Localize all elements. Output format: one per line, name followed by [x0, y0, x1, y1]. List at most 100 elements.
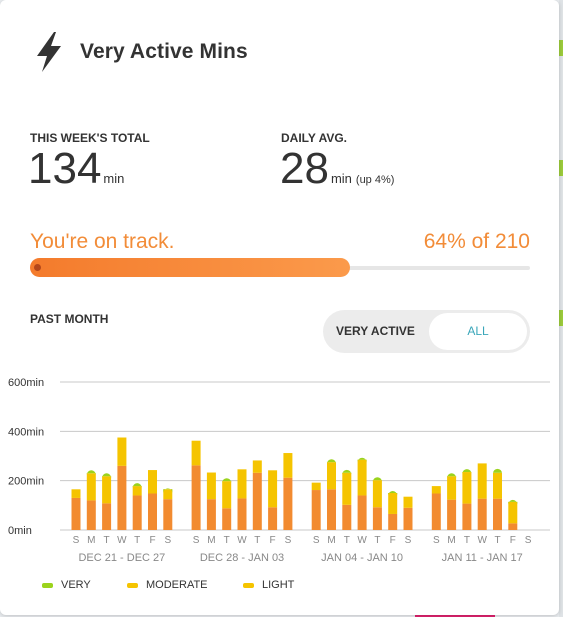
legend-swatch-very	[42, 582, 53, 588]
week-range-label: JAN 04 - JAN 10	[321, 552, 403, 564]
bar-segment-moderate	[252, 460, 262, 473]
day-tick-label: T	[344, 535, 350, 546]
past-month-label: PAST MONTH	[30, 312, 109, 326]
day-tick-label: S	[525, 535, 532, 546]
week-total-unit: min	[103, 171, 125, 186]
bar-segment-very	[86, 470, 96, 475]
bar-segment-moderate	[283, 453, 293, 478]
daily-avg-change: (up 4%)	[355, 174, 395, 186]
bar-segment-light	[342, 504, 352, 530]
bar-segment-moderate	[342, 472, 352, 505]
background-accent-mark	[559, 160, 563, 176]
bar-segment-moderate	[268, 470, 278, 508]
day-tick-label: S	[433, 535, 440, 546]
bar-segment-light	[311, 490, 321, 530]
bar-segment-moderate	[477, 463, 487, 499]
day-tick-label: W	[357, 535, 367, 546]
bar-segment-light	[132, 495, 142, 530]
day-tick-label: S	[164, 535, 171, 546]
week-total-value: 134 min	[28, 145, 124, 203]
bar-segment-light	[71, 497, 81, 530]
card-title: Very Active Mins	[80, 40, 248, 63]
bar-segment-very	[508, 499, 518, 505]
daily-avg-number: 28	[280, 144, 329, 193]
bar-segment-light	[477, 498, 487, 530]
bar-segment-light	[252, 472, 262, 530]
legend-item-light: LIGHT	[243, 579, 294, 591]
bar-segment-moderate	[493, 472, 502, 499]
bar-segment-light	[462, 503, 472, 530]
bar-segment-light	[357, 495, 367, 530]
daily-avg-value: 28 min (up 4%)	[280, 145, 394, 204]
legend-label-moderate: MODERATE	[146, 579, 208, 591]
toggle-very-active[interactable]: VERY ACTIVE	[336, 324, 415, 338]
bar-segment-light	[163, 499, 173, 530]
legend-swatch-light	[243, 582, 254, 588]
activity-filter-toggle[interactable]: VERY ACTIVE ALL	[323, 310, 530, 353]
bar-segment-moderate	[206, 472, 216, 500]
y-tick-label: 0min	[8, 525, 32, 537]
bar-segment-moderate	[132, 486, 142, 496]
day-tick-label: T	[374, 535, 380, 546]
bar-segment-moderate	[372, 480, 382, 508]
bar-segment-light	[283, 477, 293, 530]
bar-segment-moderate	[71, 489, 81, 498]
day-tick-label: M	[447, 535, 455, 546]
y-tick-label: 200min	[8, 476, 44, 488]
bar-segment-very	[462, 469, 472, 474]
progress-fill	[30, 258, 350, 277]
day-tick-label: F	[390, 535, 396, 546]
bar-segment-light	[117, 465, 127, 530]
day-tick-label: S	[73, 535, 80, 546]
bar-segment-very	[163, 488, 173, 493]
bar-segment-light	[222, 508, 232, 530]
week-range-label: DEC 28 - JAN 03	[200, 552, 284, 564]
background-accent-mark	[559, 310, 563, 326]
bar-segment-light	[493, 498, 502, 530]
day-tick-label: S	[193, 535, 200, 546]
bar-segment-moderate	[311, 482, 321, 491]
day-tick-label: M	[327, 535, 335, 546]
background-accent-mark	[559, 40, 563, 56]
daily-avg-label: DAILY AVG.	[281, 131, 348, 145]
bar-segment-very	[493, 468, 502, 474]
bar-segment-moderate	[447, 476, 457, 500]
bar-segment-moderate	[462, 472, 472, 504]
day-tick-label: W	[237, 535, 247, 546]
week-total-label: THIS WEEK'S TOTAL	[30, 131, 150, 145]
bar-segment-light	[372, 507, 382, 530]
bar-segment-light	[403, 507, 413, 530]
bar-segment-light	[86, 500, 96, 530]
bar-segment-moderate	[163, 489, 173, 500]
day-tick-label: T	[464, 535, 470, 546]
day-tick-label: F	[510, 535, 516, 546]
bar-segment-moderate	[508, 501, 518, 524]
bar-segment-very	[372, 477, 382, 482]
legend-item-very: VERY	[42, 579, 91, 591]
bar-segment-light	[327, 489, 336, 530]
day-tick-label: T	[494, 535, 500, 546]
legend-label-very: VERY	[61, 579, 91, 591]
toggle-all[interactable]: ALL	[429, 313, 527, 350]
background-accent-bar	[415, 614, 495, 617]
bar-segment-very	[388, 491, 398, 496]
day-tick-label: F	[149, 535, 155, 546]
day-tick-label: W	[477, 535, 487, 546]
bar-segment-moderate	[431, 486, 441, 494]
card-header: Very Active Mins	[34, 30, 248, 74]
y-tick-label: 400min	[8, 426, 44, 438]
bar-segment-very	[327, 459, 336, 464]
bar-segment-moderate	[237, 469, 247, 499]
legend-label-light: LIGHT	[262, 579, 295, 591]
bar-segment-very	[447, 473, 457, 478]
daily-avg-unit: min	[330, 171, 352, 186]
bar-segment-light	[148, 493, 157, 530]
lightning-bolt-icon	[37, 32, 61, 72]
week-range-label: JAN 11 - JAN 17	[442, 552, 523, 564]
day-tick-label: W	[117, 535, 127, 546]
bar-segment-light	[268, 507, 278, 530]
background-edge	[559, 0, 563, 617]
bar-segment-light	[431, 493, 441, 530]
bar-segment-very	[222, 478, 232, 483]
